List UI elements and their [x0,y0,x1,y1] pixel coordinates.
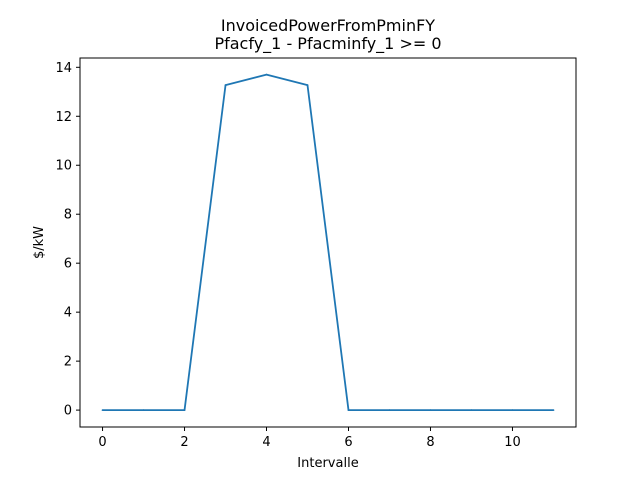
x-tick-label: 4 [262,435,270,450]
data-point [183,409,186,412]
x-tick-label: 10 [504,435,521,450]
x-tick-label: 6 [344,435,352,450]
x-axis-ticks: 0 2 4 6 8 10 [98,427,521,450]
x-tick-label: 8 [426,435,434,450]
y-tick-label: 8 [64,208,72,223]
x-axis-label: Intervalle [297,456,358,471]
chart-title: InvoicedPowerFromPminFY [221,16,435,35]
y-tick-label: 6 [64,257,72,272]
x-tick-label: 2 [180,435,188,450]
data-point [306,84,309,87]
y-tick-label: 10 [55,159,72,174]
y-axis-ticks: 0 2 4 6 8 10 12 14 [55,61,80,419]
data-points [101,73,555,412]
data-point [101,409,104,412]
plot-frame [79,57,577,428]
y-tick-label: 12 [55,110,72,125]
x-tick-label: 0 [98,435,106,450]
data-point [347,409,350,412]
data-point [142,409,145,412]
y-tick-label: 0 [64,404,72,419]
y-tick-label: 2 [64,355,72,370]
data-point [388,409,391,412]
y-tick-label: 4 [64,306,72,321]
data-point [470,409,473,412]
chart-subtitle: Pfacfy_1 - Pfacminfy_1 >= 0 [214,34,441,54]
data-point [265,73,268,76]
data-point [552,409,555,412]
y-axis-label: $/kW [32,226,47,259]
data-point [511,409,514,412]
data-point [224,84,227,87]
series-line [102,73,554,412]
y-tick-label: 14 [55,61,72,76]
data-point [429,409,432,412]
